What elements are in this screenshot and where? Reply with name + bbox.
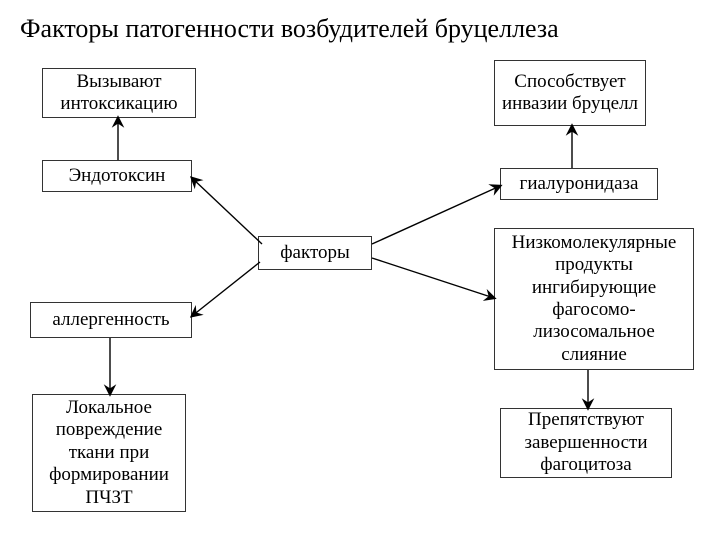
page-title: Факторы патогенности возбудителей бруцел…: [20, 14, 700, 44]
node-allergenicity: аллергенность: [30, 302, 192, 338]
node-factors: факторы: [258, 236, 372, 270]
node-prevent: Препятствуют завершенности фагоцитоза: [500, 408, 672, 478]
node-invasion: Способствует инвазии бруцелл: [494, 60, 646, 126]
node-lowmol: Низкомолекулярные продукты ингибирующие …: [494, 228, 694, 370]
node-local: Локальное повреждение ткани при формиров…: [32, 394, 186, 512]
node-hyaluronidase: гиалуронидаза: [500, 168, 658, 200]
node-endotoxin: Эндотоксин: [42, 160, 192, 192]
node-intoxication: Вызывают интоксикацию: [42, 68, 196, 118]
